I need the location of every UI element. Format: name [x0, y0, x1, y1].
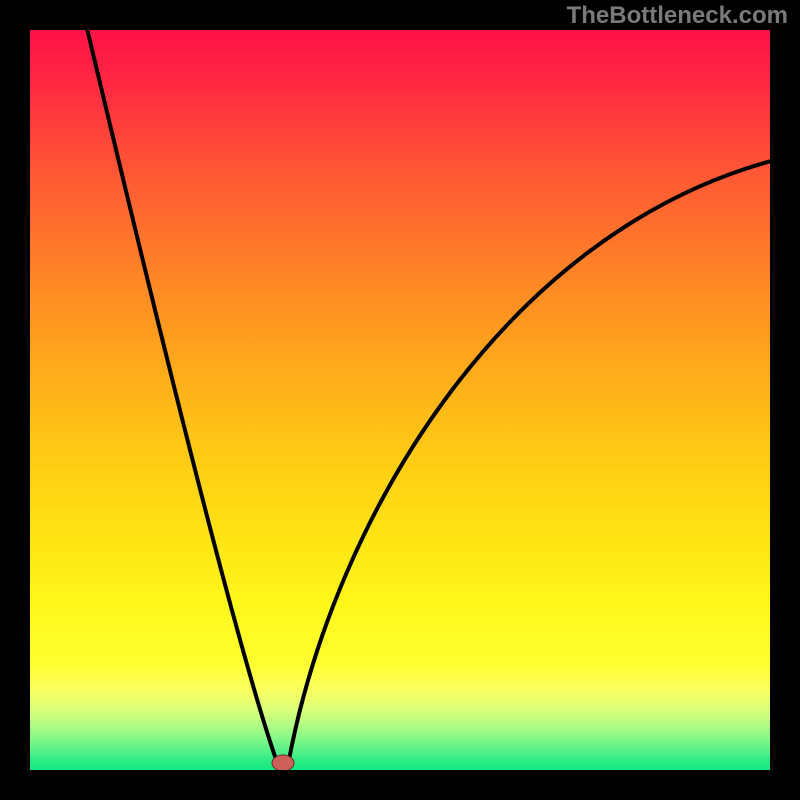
plot-area [30, 30, 770, 770]
bottleneck-curve [85, 30, 770, 765]
optimum-marker [272, 755, 294, 770]
chart-svg [30, 30, 770, 770]
watermark-text: TheBottleneck.com [567, 2, 788, 30]
